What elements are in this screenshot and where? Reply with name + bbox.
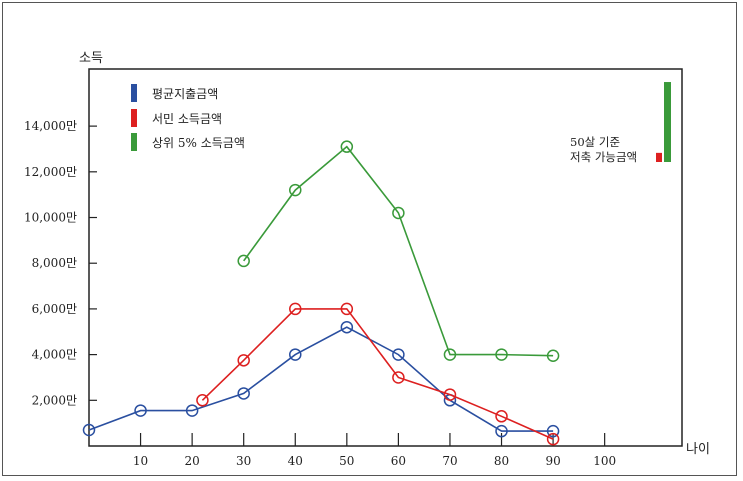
data-point: [340, 320, 354, 334]
legend-swatch-2: [131, 133, 137, 151]
data-point: [134, 404, 147, 417]
data-point: [495, 348, 508, 361]
data-point: [546, 432, 560, 446]
legend-swatch-0: [131, 84, 137, 102]
data-point: [237, 387, 250, 400]
annotation-bar-top-5: [664, 82, 671, 162]
data-point: [392, 371, 405, 384]
data-point: [289, 183, 302, 197]
legend-label-2: 상위 5% 소득금액: [152, 136, 245, 150]
x-tick-label: 50: [339, 454, 354, 468]
data-point: [546, 424, 560, 438]
x-tick-label: 10: [133, 454, 148, 468]
x-tick-label: 100: [593, 454, 616, 468]
data-point: [443, 348, 457, 361]
series-0: [82, 320, 560, 438]
x-tick-label: 60: [391, 454, 406, 468]
series-line: [243, 145, 554, 357]
data-point: [443, 388, 457, 401]
y-tick-label: 12,000만: [24, 165, 77, 179]
chart-frame: [2, 2, 737, 476]
savings-annotation: 50살 기준 저축 가능금액: [570, 82, 671, 164]
x-axis-label: 나이: [686, 442, 710, 457]
y-tick-label: 6,000만: [32, 302, 77, 316]
y-axis-label: 소득: [79, 51, 103, 66]
y-tick-label: 10,000만: [24, 211, 77, 225]
legend-swatch-1: [131, 109, 137, 127]
data-point: [495, 410, 508, 423]
series-line: [201, 308, 554, 440]
series-2: [237, 140, 560, 362]
data-point: [546, 349, 560, 362]
series-layer: [82, 140, 560, 446]
legend-label-1: 서민 소득금액: [152, 112, 222, 126]
x-tick-label: 20: [184, 454, 199, 468]
x-tick-label: 30: [236, 454, 251, 468]
annotation-bar-low-income: [656, 152, 662, 162]
x-tick-label: 90: [545, 454, 560, 468]
data-point: [196, 394, 209, 407]
legend-label-0: 평균지출금액: [152, 87, 218, 101]
plot-area: [88, 68, 683, 447]
y-axis: 2,000만 4,000만 6,000만 8,000만 10,000만 12,000만 14…: [24, 119, 97, 407]
data-point: [495, 424, 508, 438]
data-point: [82, 423, 96, 437]
data-point: [289, 348, 302, 361]
data-point: [392, 348, 405, 361]
data-point: [392, 206, 405, 220]
series-line: [88, 326, 554, 432]
x-tick-label: 70: [442, 454, 457, 468]
series-1: [196, 302, 560, 446]
y-tick-label: 8,000만: [32, 256, 77, 270]
data-point: [340, 302, 354, 316]
y-tick-label: 4,000만: [32, 348, 77, 362]
data-point: [185, 404, 199, 417]
data-point: [340, 140, 354, 153]
legend: 평균지출금액 서민 소득금액 상위 5% 소득금액: [131, 84, 245, 151]
annotation-line-2: 저축 가능금액: [570, 150, 637, 164]
x-tick-label: 40: [288, 454, 303, 468]
data-point: [289, 302, 302, 316]
y-tick-label: 2,000만: [32, 393, 77, 407]
data-point: [237, 254, 250, 268]
data-point: [237, 354, 250, 367]
x-axis: 10 20 30 40 50 60 70 80 90 100: [133, 433, 616, 468]
annotation-line-1: 50살 기준: [570, 135, 620, 149]
x-tick-label: 80: [494, 454, 509, 468]
y-tick-label: 14,000만: [24, 119, 77, 133]
